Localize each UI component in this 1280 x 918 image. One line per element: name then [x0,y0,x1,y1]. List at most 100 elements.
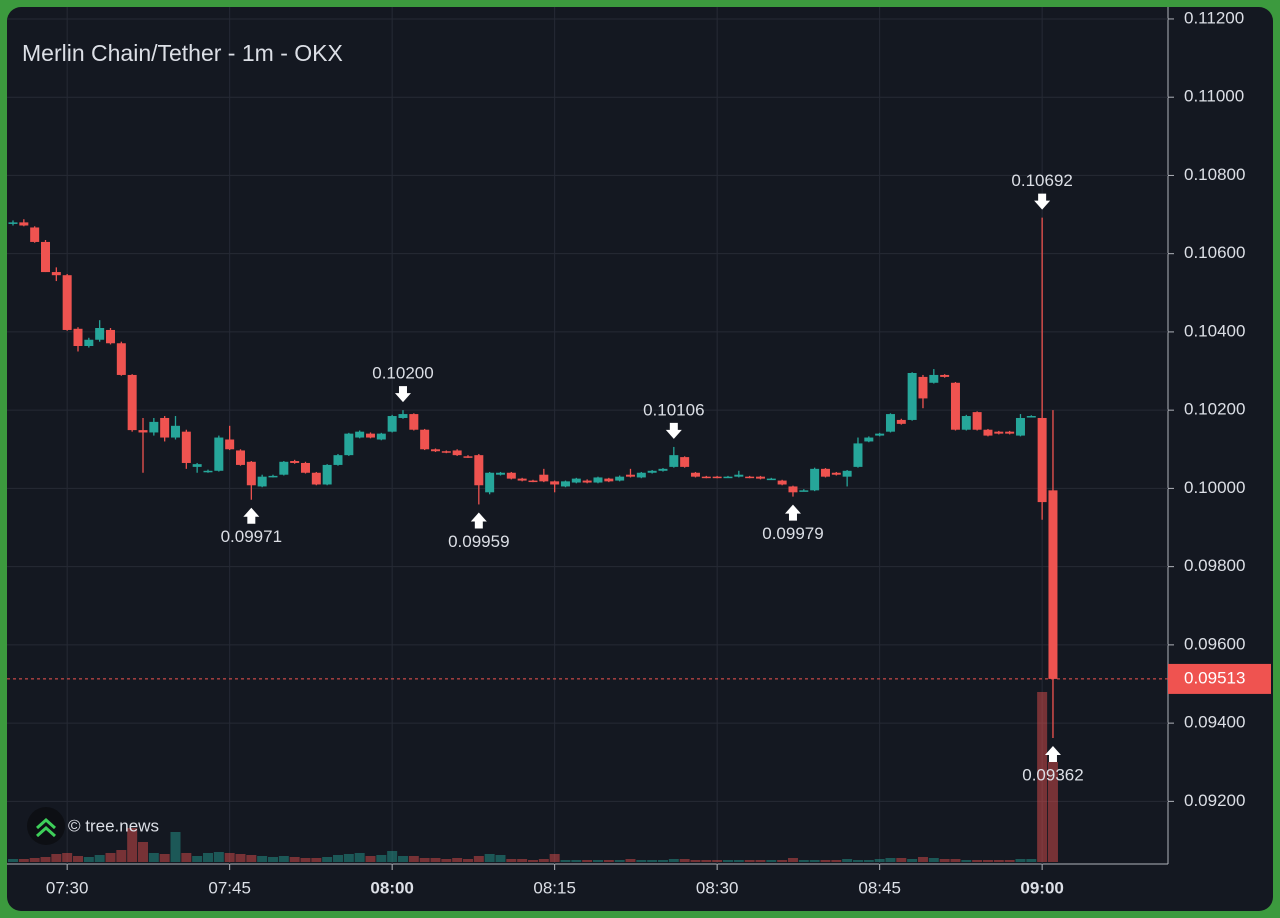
x-tick-label: 08:30 [696,878,739,897]
candle-body [225,439,235,450]
candle-body [983,429,993,436]
volume-bar [993,860,1004,862]
candle-body [376,433,386,440]
volume-bar [874,859,885,862]
candle-body [420,429,430,450]
candle-body [550,481,560,485]
chart-title: Merlin Chain/Tether - 1m - OKX [22,40,343,66]
candle-body [95,328,105,340]
candle-body [160,417,170,438]
candle-body [528,480,538,483]
annotation-label: 0.10692 [1011,171,1072,190]
chart-background [7,7,1273,911]
candle-body [333,455,343,465]
annotation-label: 0.10106 [643,400,704,419]
volume-bar [603,860,614,862]
candle-body [766,478,776,481]
volume-bar [213,852,224,862]
candle-body [788,486,798,493]
candle-body [929,374,939,383]
candle-body [30,227,40,242]
volume-bar [657,860,668,862]
candle-body [669,455,679,467]
candle-body [777,480,787,485]
candle-body [615,476,625,481]
y-tick-label: 0.10000 [1184,478,1245,497]
volume-bar [852,860,863,862]
candle-body [1005,431,1015,434]
candle-body [755,476,765,479]
volume-bar [907,859,918,862]
volume-bar [755,860,766,862]
candle-body [257,476,267,487]
volume-bar [8,859,18,862]
candle-layer [8,217,1058,738]
annotation-label: 0.09362 [1022,765,1083,784]
candle-body [474,455,484,486]
annotation-arrow [470,512,487,529]
y-tick-label: 0.10800 [1184,165,1245,184]
volume-bar [289,857,300,862]
annotation-label: 0.09959 [448,532,509,551]
candle-body [745,476,755,479]
volume-bar [322,857,333,862]
volume-bar [376,855,387,862]
candle-body [842,470,852,477]
volume-bar [311,858,322,862]
volume-bar [647,860,658,862]
candle-body [149,421,159,433]
volume-bar [538,859,549,862]
volume-bar [777,860,788,862]
candle-body [506,472,516,479]
volume-bar [452,858,463,862]
y-tick-label: 0.10400 [1184,321,1245,340]
volume-bar [506,859,517,862]
annotation-arrow [243,507,260,524]
candle-body [820,468,830,477]
annotation-arrow [1044,745,1061,762]
candle-body [181,431,191,463]
candle-body [864,437,874,442]
candle-body [279,461,289,475]
watermark: © tree.news [68,816,159,835]
candle-body [625,474,635,477]
annotation-arrow [784,504,801,521]
y-tick-label: 0.11200 [1184,8,1244,27]
grid: 0.09200 0.09400 0.09600 0.09800 0.10000 0.102… [7,7,1245,897]
volume-bar [51,854,62,862]
volume-bar [246,855,257,862]
volume-bar [343,854,354,862]
logo-icon [36,817,56,838]
volume-bar [939,859,950,862]
candle-body [8,222,18,224]
volume-bar [690,860,701,862]
volume-bar [257,856,268,862]
candle-body [961,416,971,430]
candle-body [192,464,202,467]
y-tick-label: 0.11000 [1184,87,1244,106]
volume-bar [365,856,376,862]
candle-body [940,374,950,377]
candle-body [62,275,72,330]
volume-bar [950,859,961,862]
volume-bar [592,860,603,862]
volume-layer [8,692,1058,862]
volume-bar [1004,860,1015,862]
candle-body [972,412,982,430]
volume-bar [40,857,51,862]
x-tick-label: 08:00 [370,878,413,897]
candle-body [1015,417,1025,436]
y-tick-label: 0.10200 [1184,400,1245,419]
annotation-arrow [665,422,682,439]
volume-bar [636,860,647,862]
candle-body [290,461,300,463]
candle-body [571,478,581,483]
volume-bar [625,859,636,862]
volume-bar [831,860,842,862]
candle-body [409,414,419,430]
volume-bar [278,856,289,862]
candle-body [539,474,549,482]
volume-bar [430,858,441,862]
volume-bar [722,860,733,862]
y-tick-label: 0.09800 [1184,556,1245,575]
